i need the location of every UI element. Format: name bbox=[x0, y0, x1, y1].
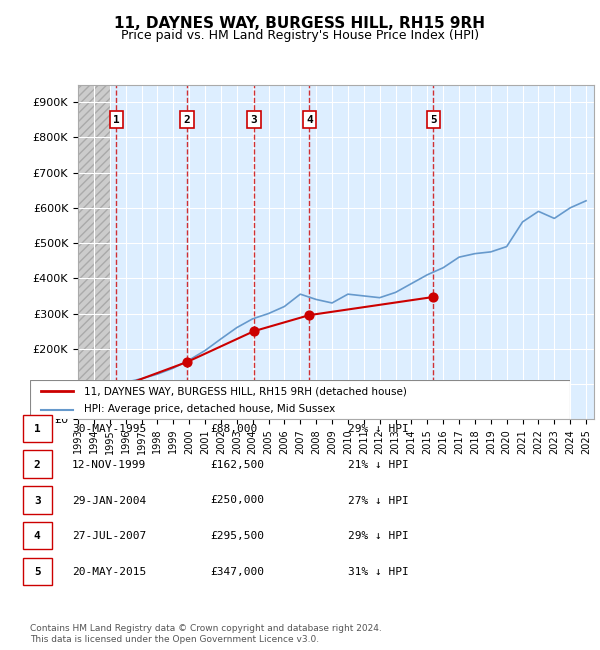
Text: 3: 3 bbox=[34, 495, 41, 506]
Text: 2: 2 bbox=[184, 114, 190, 125]
Text: Contains HM Land Registry data © Crown copyright and database right 2024.
This d: Contains HM Land Registry data © Crown c… bbox=[30, 624, 382, 644]
Text: £88,000: £88,000 bbox=[210, 424, 257, 434]
Point bbox=[249, 326, 259, 336]
Text: 3: 3 bbox=[251, 114, 257, 125]
Text: Price paid vs. HM Land Registry's House Price Index (HPI): Price paid vs. HM Land Registry's House … bbox=[121, 29, 479, 42]
Bar bbox=[78, 84, 110, 419]
Text: 2: 2 bbox=[34, 460, 41, 470]
Point bbox=[428, 292, 438, 302]
FancyBboxPatch shape bbox=[30, 380, 570, 419]
Text: £347,000: £347,000 bbox=[210, 567, 264, 577]
Text: 4: 4 bbox=[34, 531, 41, 541]
Text: 1: 1 bbox=[113, 114, 119, 125]
Text: £295,500: £295,500 bbox=[210, 531, 264, 541]
Text: 31% ↓ HPI: 31% ↓ HPI bbox=[348, 567, 409, 577]
Text: 5: 5 bbox=[34, 567, 41, 577]
Text: 4: 4 bbox=[306, 114, 313, 125]
Text: 11, DAYNES WAY, BURGESS HILL, RH15 9RH: 11, DAYNES WAY, BURGESS HILL, RH15 9RH bbox=[115, 16, 485, 31]
Point bbox=[112, 383, 121, 393]
Text: 21% ↓ HPI: 21% ↓ HPI bbox=[348, 460, 409, 470]
Text: 1: 1 bbox=[34, 424, 41, 434]
Text: 20-MAY-2015: 20-MAY-2015 bbox=[72, 567, 146, 577]
Bar bbox=[78, 84, 110, 419]
Text: 29-JAN-2004: 29-JAN-2004 bbox=[72, 495, 146, 506]
Text: £250,000: £250,000 bbox=[210, 495, 264, 506]
Text: 12-NOV-1999: 12-NOV-1999 bbox=[72, 460, 146, 470]
Text: £162,500: £162,500 bbox=[210, 460, 264, 470]
Point bbox=[305, 310, 314, 320]
Text: 27-JUL-2007: 27-JUL-2007 bbox=[72, 531, 146, 541]
Text: 30-MAY-1995: 30-MAY-1995 bbox=[72, 424, 146, 434]
Text: 27% ↓ HPI: 27% ↓ HPI bbox=[348, 495, 409, 506]
Text: HPI: Average price, detached house, Mid Sussex: HPI: Average price, detached house, Mid … bbox=[84, 404, 335, 415]
Text: 29% ↓ HPI: 29% ↓ HPI bbox=[348, 531, 409, 541]
Text: 29% ↓ HPI: 29% ↓ HPI bbox=[348, 424, 409, 434]
Text: 5: 5 bbox=[430, 114, 437, 125]
Point bbox=[182, 357, 192, 367]
Text: 11, DAYNES WAY, BURGESS HILL, RH15 9RH (detached house): 11, DAYNES WAY, BURGESS HILL, RH15 9RH (… bbox=[84, 386, 407, 396]
